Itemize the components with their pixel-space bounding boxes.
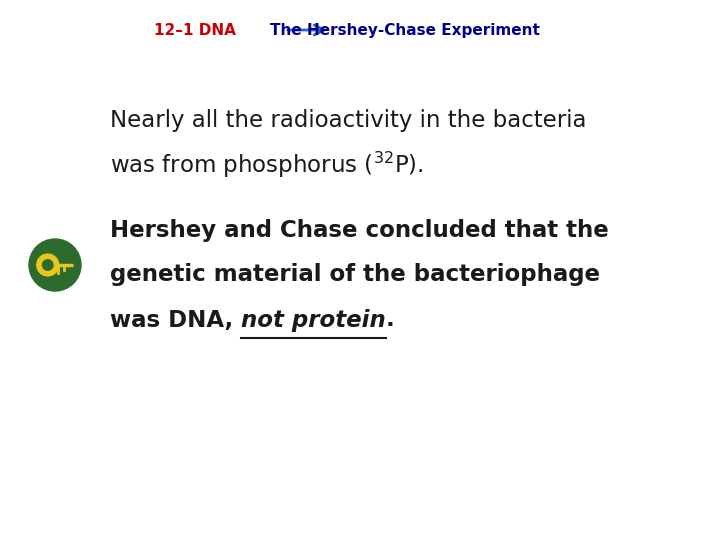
Text: .: .: [386, 308, 395, 332]
Circle shape: [37, 254, 58, 276]
Circle shape: [29, 239, 81, 291]
Text: was DNA,: was DNA,: [110, 308, 241, 332]
Text: Hershey and Chase concluded that the: Hershey and Chase concluded that the: [110, 219, 608, 241]
Text: was from phosphorus ($^{32}$P).: was from phosphorus ($^{32}$P).: [110, 150, 424, 180]
Text: Nearly all the radioactivity in the bacteria: Nearly all the radioactivity in the bact…: [110, 109, 587, 132]
Text: not protein: not protein: [241, 308, 386, 332]
Text: The Hershey-Chase Experiment: The Hershey-Chase Experiment: [270, 23, 540, 37]
Circle shape: [42, 260, 53, 270]
Text: genetic material of the bacteriophage: genetic material of the bacteriophage: [110, 264, 600, 287]
Text: 12–1 DNA: 12–1 DNA: [154, 23, 236, 37]
Text: was DNA,: was DNA,: [110, 308, 241, 332]
